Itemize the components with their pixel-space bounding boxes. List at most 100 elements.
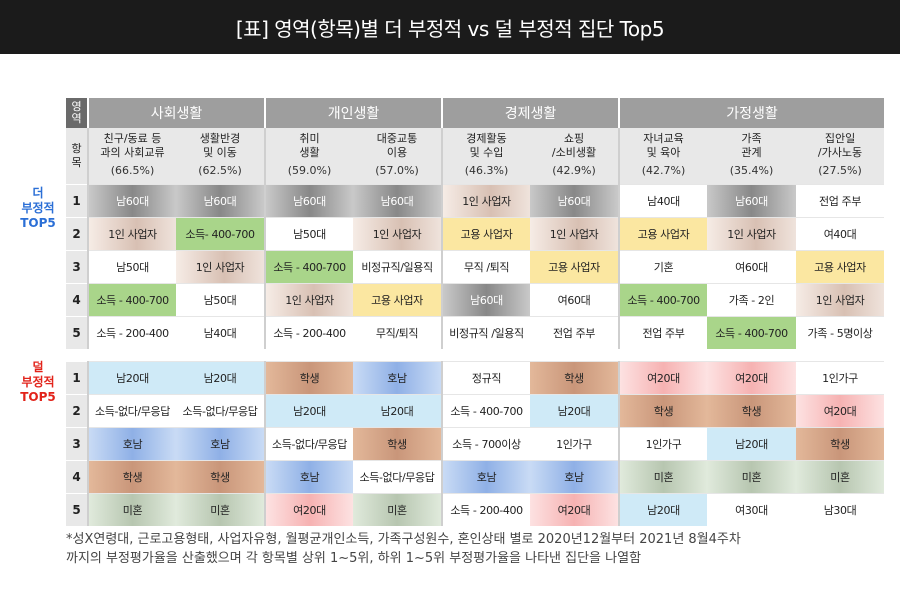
more-negative-group-cell: 고용 사업자	[618, 216, 707, 250]
rank-cell: 1	[66, 360, 88, 394]
more-negative-group-cell: 남50대	[176, 282, 265, 316]
item-percent: (46.3%)	[464, 164, 509, 177]
more-negative-group-cell: 1인 사업자	[176, 249, 265, 283]
less-negative-group-cell: 남20대	[530, 393, 619, 427]
more-negative-group-cell: 비정규직/일용직	[353, 249, 442, 283]
more-negative-group-cell: 남60대	[264, 183, 353, 217]
less-negative-group-cell: 소득 - 700이상	[441, 426, 530, 460]
section-separator	[66, 349, 885, 361]
less-negative-group-cell: 여20대	[618, 360, 707, 394]
more-negative-group-cell: 남60대	[353, 183, 442, 217]
group-header-economic: 경제생활	[441, 98, 619, 128]
less-negative-group-cell: 남20대	[264, 393, 353, 427]
table-row: 2 소득-없다/무응답 소득-없다/무응답 남20대 남20대 소득 - 400-700 남…	[66, 393, 885, 427]
less-negative-group-cell: 남20대	[87, 360, 176, 394]
more-negative-group-cell: 남40대	[176, 315, 265, 349]
less-negative-group-cell: 학생	[618, 393, 707, 427]
item-header-cell: 경제활동 및 수입 (46.3%)	[441, 128, 530, 184]
less-negative-group-cell: 여30대	[707, 492, 796, 526]
less-negative-group-cell: 학생	[707, 393, 796, 427]
item-name: 경제활동 및 수입	[466, 132, 507, 159]
item-name: 가족 관계	[741, 132, 762, 159]
item-percent: (42.7%)	[641, 164, 686, 177]
less-negative-group-cell: 여20대	[707, 360, 796, 394]
less-negative-group-cell: 1인가구	[530, 426, 619, 460]
more-negative-group-cell: 고용 사업자	[353, 282, 442, 316]
less-negative-group-cell: 학생	[264, 360, 353, 394]
item-name: 집안일/가사노동	[817, 132, 863, 159]
less-negative-group-cell: 소득 - 200-400	[441, 492, 530, 526]
more-negative-group-cell: 1인 사업자	[264, 282, 353, 316]
more-negative-group-cell: 남40대	[618, 183, 707, 217]
rank-cell: 1	[66, 183, 88, 217]
less-negative-group-cell: 호남	[441, 459, 530, 493]
more-negative-group-cell: 여60대	[707, 249, 796, 283]
more-negative-group-cell: 남60대	[176, 183, 265, 217]
more-negative-group-cell: 1인 사업자	[87, 216, 176, 250]
more-negative-group-cell: 가족 - 2인	[707, 282, 796, 316]
item-name: 생활반경 및 이동	[199, 132, 241, 159]
more-negative-group-cell: 고용 사업자	[796, 249, 885, 283]
more-negative-group-cell: 1인 사업자	[530, 216, 619, 250]
footnote: *성X연령대, 근로고용형태, 사업자유형, 월평균개인소득, 가족구성원수, …	[66, 532, 741, 566]
page-title: [표] 영역(항목)별 더 부정적 vs 덜 부정적 집단 Top5	[0, 0, 900, 54]
table-row: 1 남20대 남20대 학생 호남 정규직 학생 여20대 여20대 1인가구	[66, 360, 885, 394]
more-negative-group-cell: 고용 사업자	[441, 216, 530, 250]
rank-cell: 3	[66, 426, 88, 460]
item-header-cell: 대중교통 이용 (57.0%)	[353, 128, 442, 184]
more-negative-group-cell: 소득 - 200-400	[87, 315, 176, 349]
more-negative-group-cell: 여60대	[530, 282, 619, 316]
more-negative-group-cell: 전업 주부	[530, 315, 619, 349]
more-negative-group-cell: 남60대	[87, 183, 176, 217]
table-row: 2 1인 사업자 소득- 400-700 남50대 1인 사업자 고용 사업자 1인 사업자…	[66, 216, 885, 250]
less-negative-group-cell: 남20대	[707, 426, 796, 460]
rank-cell: 5	[66, 492, 88, 526]
less-negative-group-cell: 미혼	[176, 492, 265, 526]
less-negative-group-cell: 남20대	[618, 492, 707, 526]
more-negative-group-cell: 전업 주부	[618, 315, 707, 349]
more-negative-group-cell: 소득 - 400-700	[264, 249, 353, 283]
group-header-personal: 개인생활	[264, 98, 442, 128]
item-name: 취미 생활	[299, 132, 320, 159]
less-negative-group-cell: 소득 - 400-700	[441, 393, 530, 427]
item-percent: (35.4%)	[729, 164, 774, 177]
more-negative-group-cell: 고용 사업자	[530, 249, 619, 283]
item-name: 대중교통 이용	[376, 132, 418, 159]
less-negative-group-cell: 호남	[353, 360, 442, 394]
more-negative-group-cell: 1인 사업자	[707, 216, 796, 250]
more-negative-group-cell: 전업 주부	[796, 183, 885, 217]
item-header-cell: 취미 생활 (59.0%)	[264, 128, 353, 184]
less-negative-group-cell: 호남	[264, 459, 353, 493]
more-negative-group-cell: 소득 - 400-700	[618, 282, 707, 316]
less-negative-group-cell: 학생	[530, 360, 619, 394]
less-negative-group-cell: 미혼	[87, 492, 176, 526]
item-name: 친구/동료 등 과의 사회교류	[100, 132, 165, 159]
rank-cell: 2	[66, 216, 88, 250]
more-negative-group-cell: 남50대	[87, 249, 176, 283]
table-row: 3 남50대 1인 사업자 소득 - 400-700 비정규직/일용직 무직 /퇴직 고용 …	[66, 249, 885, 283]
item-header-cell: 친구/동료 등 과의 사회교류 (66.5%)	[87, 128, 176, 184]
table-row: 4 소득 - 400-700 남50대 1인 사업자 고용 사업자 남60대 여60대 소득 …	[66, 282, 885, 316]
rank-cell: 4	[66, 459, 88, 493]
less-negative-label: 덜 부정적 TOP5	[20, 360, 56, 404]
less-negative-group-cell: 미혼	[353, 492, 442, 526]
more-negative-group-cell: 여40대	[796, 216, 885, 250]
less-negative-group-cell: 여20대	[530, 492, 619, 526]
less-negative-group-cell: 남30대	[796, 492, 885, 526]
item-header-cell: 생활반경 및 이동 (62.5%)	[176, 128, 265, 184]
more-negative-group-cell: 1인 사업자	[441, 183, 530, 217]
more-negative-group-cell: 가족 - 5명이상	[796, 315, 885, 349]
more-negative-group-cell: 남60대	[707, 183, 796, 217]
item-percent: (42.9%)	[552, 164, 596, 177]
item-percent: (66.5%)	[110, 164, 155, 177]
more-negative-group-cell: 비정규직 /일용직	[441, 315, 530, 349]
item-percent: (62.5%)	[198, 164, 242, 177]
item-header-cell: 가족 관계 (35.4%)	[707, 128, 796, 184]
rank-cell: 3	[66, 249, 88, 283]
less-negative-group-cell: 여20대	[264, 492, 353, 526]
table-row: 1 남60대 남60대 남60대 남60대 1인 사업자 남60대 남40대 남60대 전업 주부	[66, 183, 885, 217]
